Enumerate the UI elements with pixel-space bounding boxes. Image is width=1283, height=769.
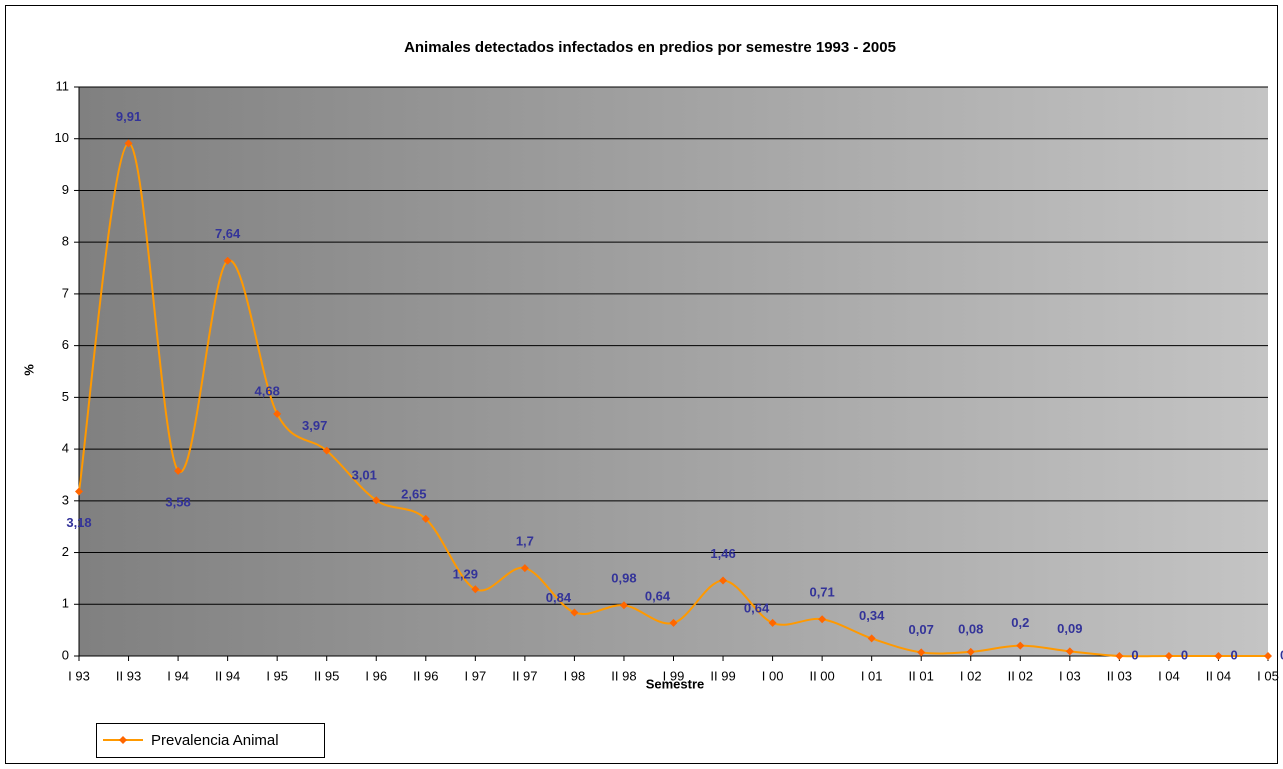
data-marker [669, 618, 678, 627]
x-tick-label: I 96 [365, 668, 387, 683]
data-label: 0 [1181, 647, 1188, 662]
data-label: 0,84 [546, 590, 572, 605]
x-tick-label: II 97 [512, 668, 537, 683]
data-marker [818, 615, 827, 624]
data-marker [917, 648, 926, 657]
data-label: 1,46 [710, 546, 735, 561]
data-marker [471, 585, 480, 594]
data-marker [322, 446, 331, 455]
y-tick-label: 8 [62, 234, 69, 249]
x-axis-label: Semestre [646, 676, 705, 691]
data-marker [75, 487, 83, 496]
x-tick-label: I 98 [564, 668, 586, 683]
y-axis-label: % [21, 364, 36, 376]
x-tick-label: II 04 [1206, 668, 1231, 683]
x-tick-label: I 94 [167, 668, 189, 683]
x-tick-label: II 99 [710, 668, 735, 683]
x-tick-label: II 03 [1107, 668, 1132, 683]
data-marker [1065, 647, 1074, 656]
data-label: 0,98 [611, 571, 636, 586]
data-label: 1,7 [516, 534, 534, 549]
chart-title: Animales detectados infectados en predio… [404, 39, 896, 56]
y-tick-label: 2 [62, 544, 69, 559]
y-tick-label: 7 [62, 285, 69, 300]
x-tick-label: II 93 [116, 668, 141, 683]
data-label: 3,01 [352, 468, 377, 483]
data-marker [867, 634, 876, 643]
x-tick-label: II 00 [809, 668, 834, 683]
data-marker [619, 601, 628, 610]
x-tick-label: I 04 [1158, 668, 1180, 683]
data-marker [1264, 652, 1272, 660]
y-tick-label: 9 [62, 182, 69, 197]
y-tick-label: 0 [62, 647, 69, 662]
x-tick-label: I 05 [1257, 668, 1279, 683]
x-tick-label: I 01 [861, 668, 883, 683]
y-tick-label: 3 [62, 492, 69, 507]
data-label: 0,09 [1057, 621, 1082, 636]
x-tick-label: I 99 [663, 668, 685, 683]
y-tick-label: 11 [56, 78, 70, 93]
data-label: 0,64 [645, 588, 671, 603]
data-label: 9,91 [116, 109, 141, 124]
data-label: 0 [1280, 647, 1283, 662]
data-label: 0 [1131, 647, 1138, 662]
y-tick-label: 10 [55, 130, 69, 145]
x-tick-label: I 93 [68, 668, 90, 683]
data-label: 3,97 [302, 418, 327, 433]
data-marker [124, 139, 133, 148]
data-marker [1214, 652, 1223, 660]
data-label: 0,71 [809, 585, 834, 600]
y-tick-label: 5 [62, 389, 69, 404]
data-label: 0,34 [859, 608, 885, 623]
x-tick-label: I 97 [464, 668, 486, 683]
data-label: 3,18 [66, 515, 91, 530]
legend-marker [119, 736, 127, 744]
data-marker [223, 256, 232, 265]
data-marker [174, 466, 183, 475]
data-marker [520, 564, 529, 573]
x-tick-label: II 02 [1008, 668, 1033, 683]
y-tick-label: 1 [62, 596, 69, 611]
data-label: 0,64 [744, 600, 770, 615]
x-tick-label: I 02 [960, 668, 982, 683]
data-marker [273, 409, 282, 418]
data-label: 0 [1230, 647, 1237, 662]
data-marker [372, 496, 381, 505]
data-label: 7,64 [215, 226, 241, 241]
data-label: 0,2 [1011, 615, 1029, 630]
x-tick-label: I 95 [266, 668, 288, 683]
x-tick-label: II 96 [413, 668, 438, 683]
y-tick-label: 4 [62, 441, 69, 456]
x-tick-label: II 98 [611, 668, 636, 683]
data-marker [966, 647, 975, 656]
x-tick-label: II 94 [215, 668, 240, 683]
data-label: 4,68 [255, 383, 280, 398]
data-marker [1016, 641, 1025, 650]
data-marker [570, 608, 579, 617]
x-tick-label: II 95 [314, 668, 339, 683]
x-tick-label: I 00 [762, 668, 784, 683]
data-label: 3,58 [165, 494, 190, 509]
x-tick-label: II 01 [909, 668, 934, 683]
data-label: 1,29 [453, 567, 478, 582]
data-label: 0,07 [909, 622, 934, 637]
plot-area [79, 87, 1268, 656]
x-tick-label: I 03 [1059, 668, 1081, 683]
data-marker [768, 618, 777, 627]
data-marker [421, 514, 430, 523]
data-marker [1164, 652, 1173, 660]
data-label: 2,65 [401, 486, 426, 501]
data-marker [1115, 652, 1124, 660]
data-marker [719, 576, 728, 585]
y-tick-label: 6 [62, 337, 69, 352]
legend-label: Prevalencia Animal [151, 732, 279, 749]
data-label: 0,08 [958, 621, 983, 636]
